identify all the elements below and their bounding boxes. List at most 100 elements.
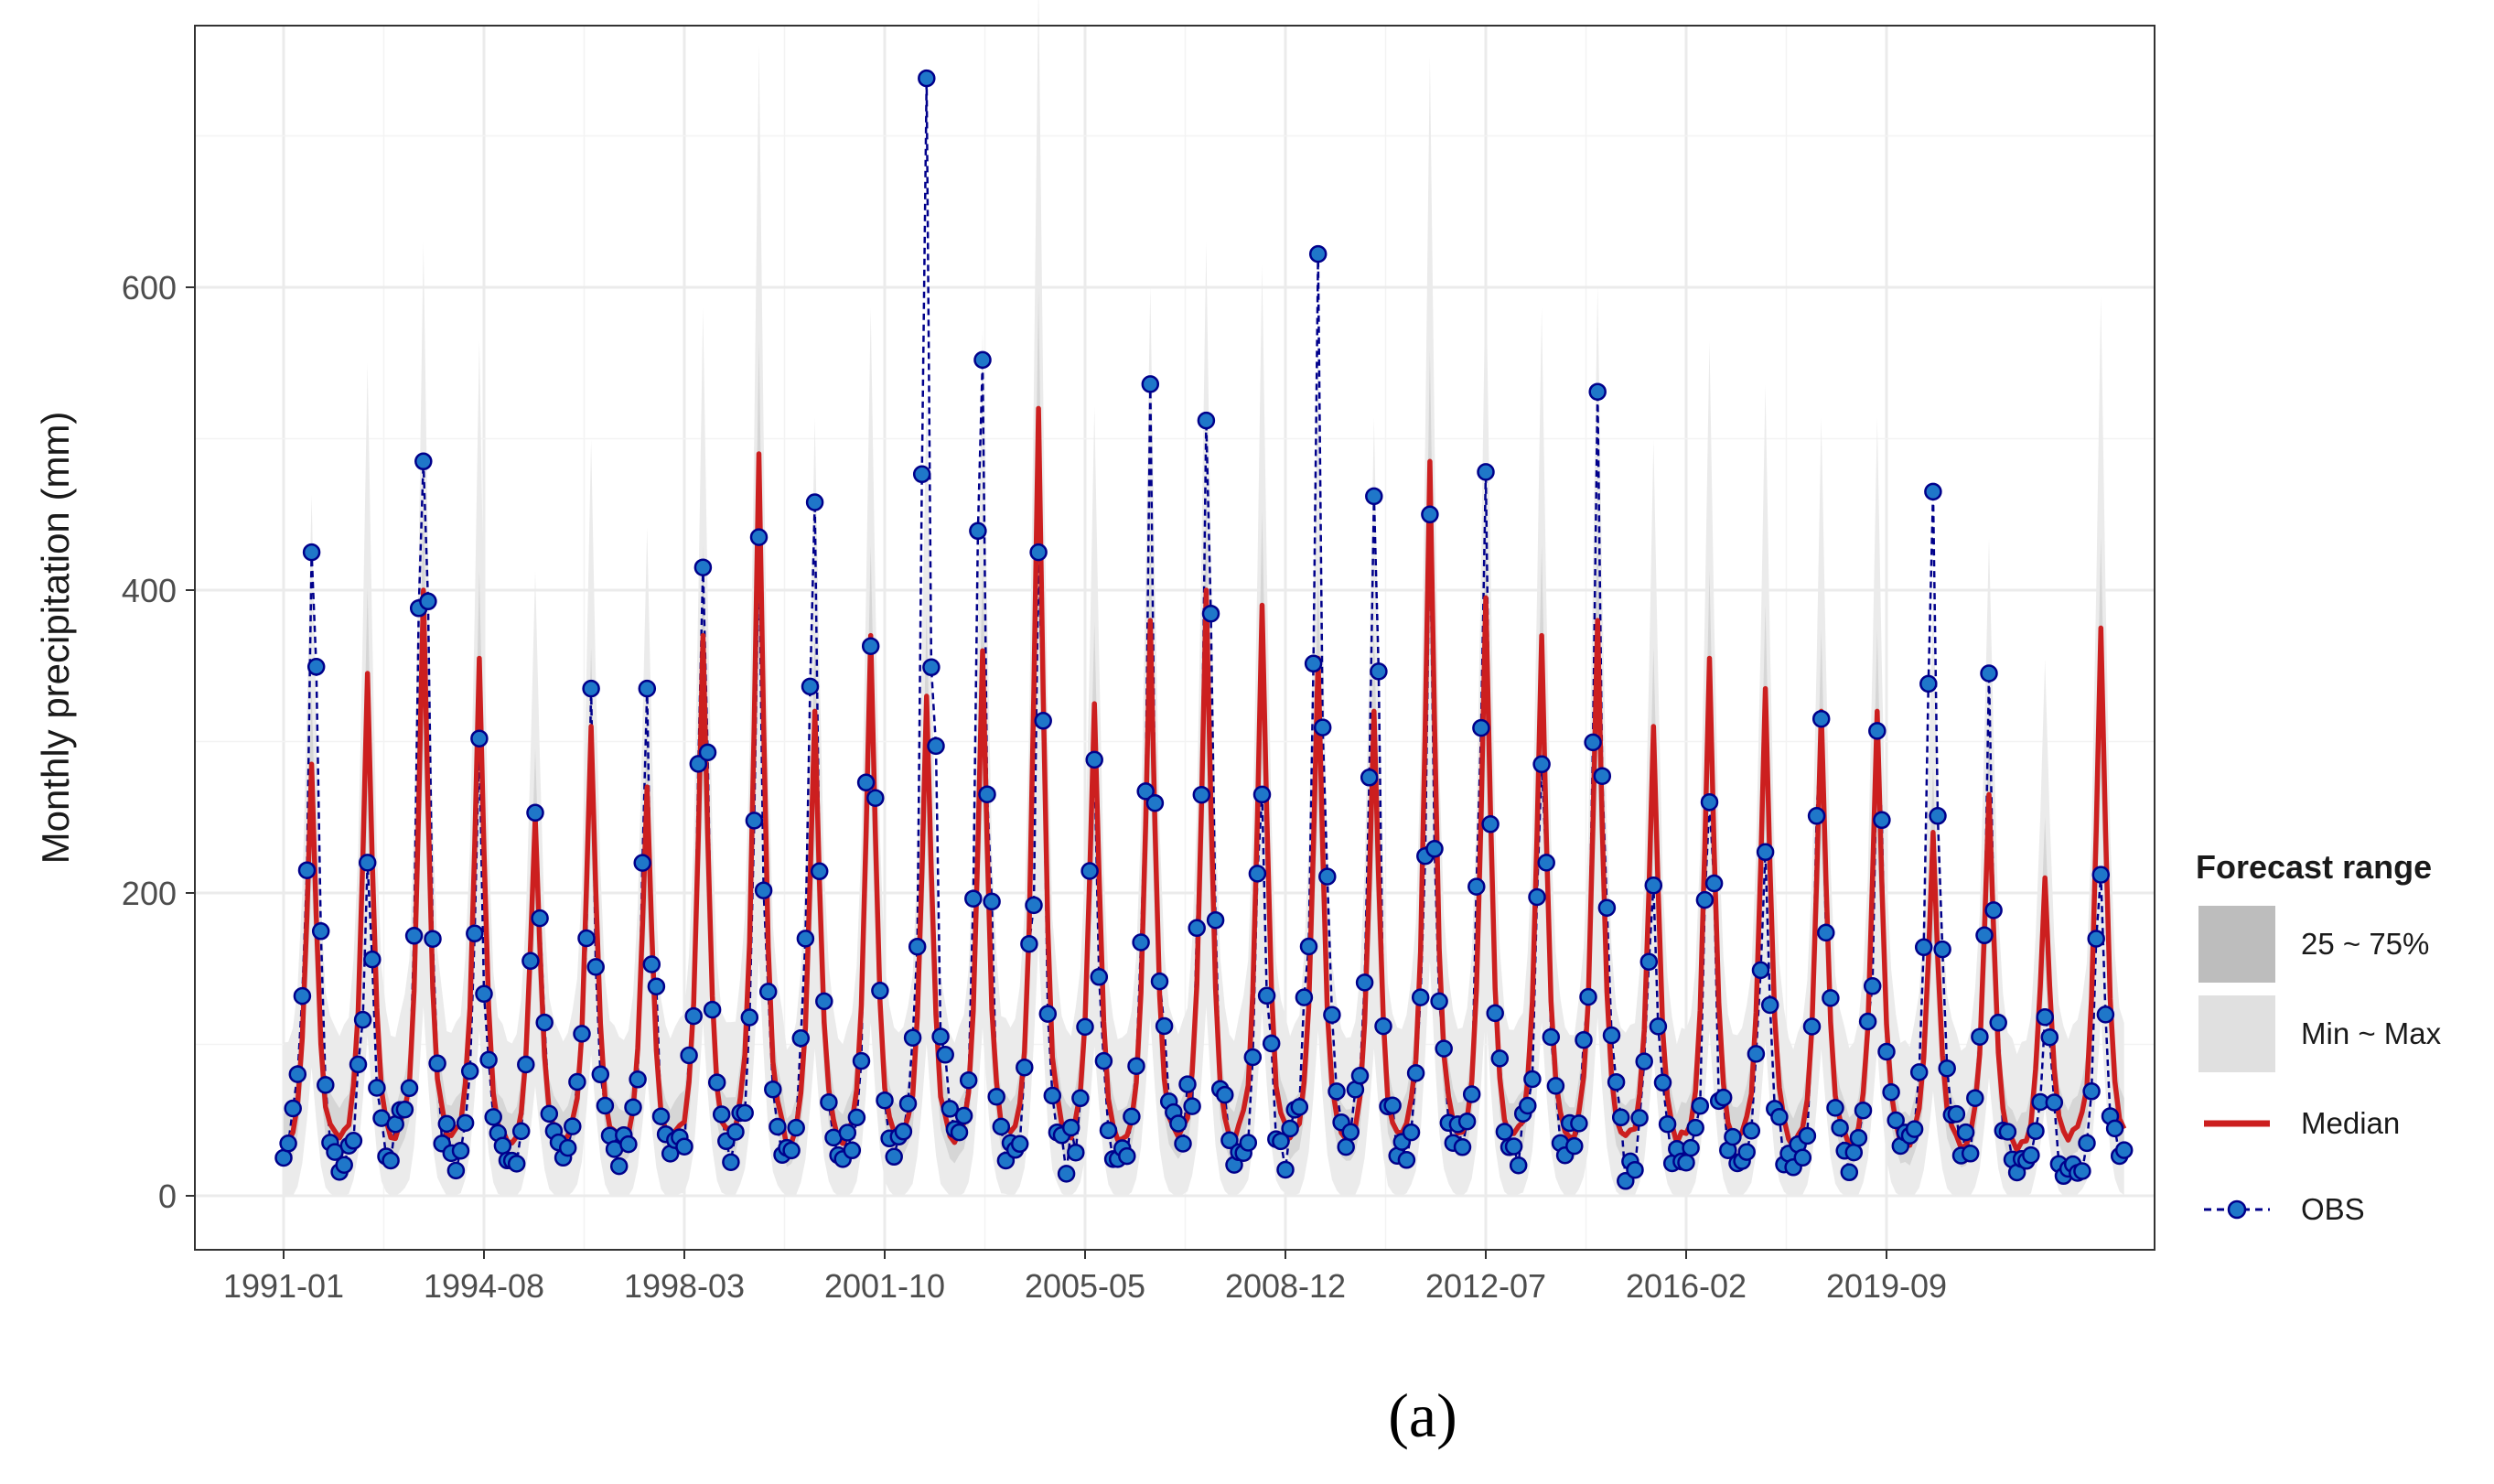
obs-point	[1490, 1049, 1510, 1068]
obs-point	[1756, 843, 1775, 862]
obs-point	[1863, 977, 1882, 995]
obs-point	[344, 1132, 363, 1150]
obs-point	[288, 1065, 307, 1083]
obs-point	[1626, 1160, 1644, 1179]
obs-point	[1034, 712, 1052, 730]
obs-point	[1519, 1096, 1537, 1115]
obs-point	[1714, 1088, 1733, 1107]
obs-point	[1411, 988, 1430, 1006]
obs-point	[1998, 1123, 2017, 1141]
obs-point	[1966, 1089, 1984, 1107]
obs-point	[1677, 1153, 1695, 1172]
obs-point	[1243, 1048, 1263, 1067]
obs-point	[1067, 1143, 1085, 1162]
obs-point	[284, 1099, 302, 1118]
obs-point	[1844, 1143, 1864, 1162]
obs-point	[368, 1079, 386, 1097]
obs-point	[1737, 1143, 1756, 1161]
legend-label-iqr: 25 ~ 75%	[2301, 927, 2429, 961]
x-tick-label: 1994-08	[424, 1267, 544, 1305]
obs-point	[1868, 722, 1887, 740]
obs-point	[1929, 807, 1947, 825]
obs-point	[1971, 1027, 1989, 1046]
obs-point	[1989, 1014, 2007, 1032]
plot-border	[194, 25, 2155, 1251]
obs-point	[647, 977, 666, 995]
obs-point	[894, 1123, 913, 1141]
obs-point	[1239, 1134, 1258, 1152]
obs-point	[791, 1029, 811, 1048]
x-tick-label: 2001-10	[824, 1267, 945, 1305]
obs-point	[1174, 1135, 1192, 1153]
obs-point	[1546, 1077, 1565, 1095]
obs-point	[293, 986, 312, 1005]
obs-point	[954, 1106, 973, 1125]
obs-point	[1462, 1085, 1481, 1103]
obs-point	[1575, 1030, 1593, 1049]
obs-point	[564, 1117, 582, 1135]
obs-point	[1472, 718, 1490, 737]
obs-point	[885, 1147, 903, 1167]
obs-point	[698, 743, 717, 762]
obs-point	[358, 854, 377, 872]
obs-point	[1061, 1118, 1080, 1137]
obs-point	[1155, 1016, 1174, 1036]
obs-point	[1523, 1070, 1542, 1089]
obs-point	[1933, 940, 1951, 959]
obs-point	[856, 773, 876, 792]
obs-point	[1402, 1123, 1421, 1142]
obs-point	[1276, 1160, 1295, 1179]
x-tick-label: 2016-02	[1626, 1267, 1747, 1305]
obs-point	[1938, 1059, 1956, 1078]
obs-point	[1383, 1096, 1402, 1115]
obs-point	[1919, 674, 1938, 694]
obs-point	[1658, 1114, 1677, 1134]
obs-point	[507, 1155, 526, 1173]
obs-point	[651, 1107, 671, 1125]
obs-point	[810, 862, 829, 881]
obs-point	[1826, 1099, 1844, 1117]
obs-point	[736, 1103, 754, 1123]
obs-point	[922, 658, 941, 677]
obs-point	[1090, 968, 1109, 986]
obs-point	[815, 992, 833, 1011]
obs-point	[936, 1046, 954, 1064]
obs-point	[302, 543, 321, 562]
obs-point	[306, 658, 326, 676]
obs-point	[1961, 1145, 1980, 1163]
obs-point	[1430, 992, 1448, 1011]
figure-caption: (a)	[1388, 1381, 1457, 1450]
obs-point	[558, 1138, 577, 1157]
obs-point	[1145, 793, 1165, 812]
obs-point	[335, 1156, 353, 1174]
obs-point	[2082, 1082, 2101, 1101]
obs-point	[456, 1113, 475, 1133]
obs-point	[1760, 995, 1779, 1015]
y-axis-title: Monthly precipitation (mm)	[34, 412, 77, 865]
obs-point	[609, 1156, 629, 1176]
obs-point	[908, 937, 927, 956]
obs-point	[1071, 1089, 1090, 1108]
obs-point	[1617, 1172, 1635, 1190]
obs-point	[2040, 1027, 2059, 1047]
obs-point	[1337, 1137, 1355, 1156]
obs-point	[866, 789, 885, 807]
obs-point	[983, 892, 1001, 911]
obs-point	[1025, 896, 1043, 915]
obs-point	[1370, 662, 1388, 681]
obs-point	[1085, 750, 1103, 769]
y-tick-label: 400	[122, 572, 177, 609]
obs-point	[479, 1050, 498, 1070]
obs-point	[1080, 862, 1099, 880]
obs-point	[1611, 1108, 1630, 1127]
obs-point	[987, 1087, 1005, 1106]
obs-point	[1495, 1123, 1514, 1141]
obs-point	[1272, 1132, 1290, 1151]
obs-point	[684, 1006, 703, 1026]
obs-point	[1099, 1121, 1118, 1140]
obs-point	[619, 1135, 638, 1154]
obs-point	[540, 1104, 559, 1124]
obs-point	[758, 983, 778, 1001]
obs-point	[1811, 709, 1831, 728]
obs-point	[2036, 1007, 2054, 1027]
